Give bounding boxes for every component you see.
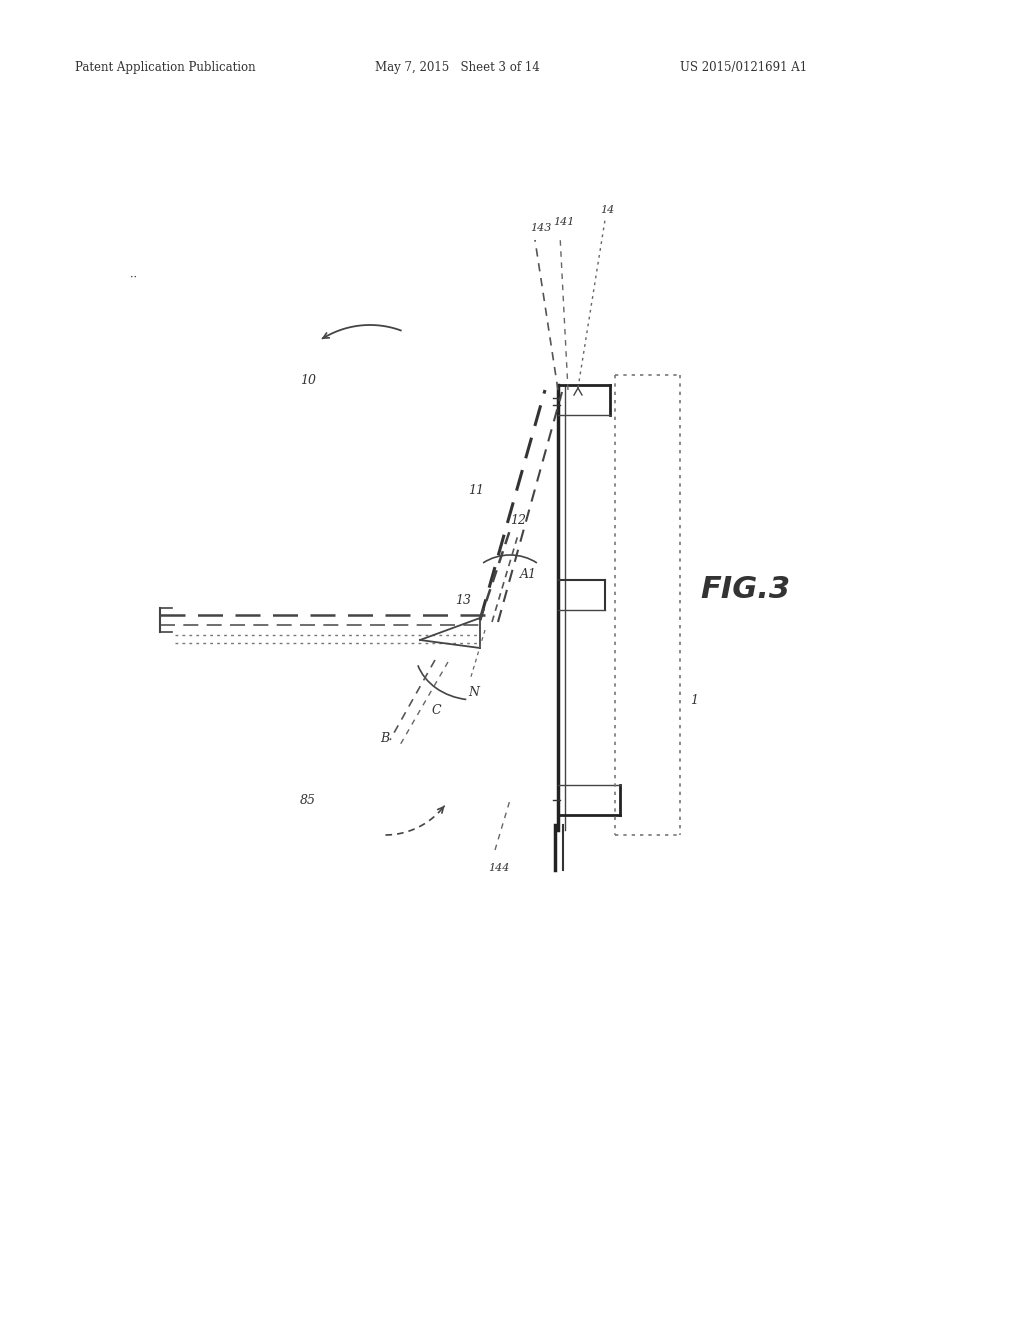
Text: Patent Application Publication: Patent Application Publication [75,62,256,74]
Text: B: B [380,731,388,744]
Text: ··: ·· [129,273,137,282]
Text: 13: 13 [454,594,471,606]
Text: 14: 14 [599,205,613,215]
Text: 10: 10 [300,374,316,387]
Text: 85: 85 [300,793,316,807]
Text: US 2015/0121691 A1: US 2015/0121691 A1 [680,62,806,74]
Text: A1: A1 [520,569,536,582]
Text: 144: 144 [487,863,508,873]
Text: 1: 1 [689,693,697,706]
Text: FIG.3: FIG.3 [699,576,790,605]
Text: 12: 12 [510,513,526,527]
Text: 143: 143 [530,223,551,234]
Text: May 7, 2015   Sheet 3 of 14: May 7, 2015 Sheet 3 of 14 [375,62,539,74]
Text: 11: 11 [468,483,484,496]
Text: C: C [432,704,441,717]
Text: 141: 141 [552,216,574,227]
Text: N: N [468,685,479,698]
